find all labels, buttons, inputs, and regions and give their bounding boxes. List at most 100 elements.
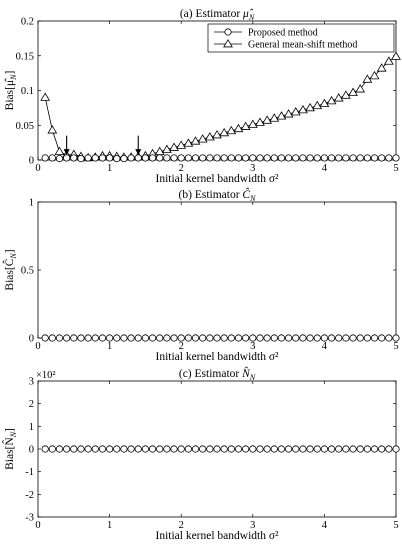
data-point-triangle bbox=[269, 113, 280, 122]
title-subscript: N bbox=[249, 194, 256, 203]
x-tick-label: 2 bbox=[179, 341, 184, 352]
x-tick-label: 1 bbox=[107, 520, 112, 531]
data-point-circle bbox=[184, 334, 192, 342]
data-point-triangle bbox=[319, 98, 330, 108]
data-point-triangle bbox=[47, 125, 58, 134]
data-point-circle bbox=[84, 445, 92, 453]
data-point-circle bbox=[98, 334, 107, 342]
data-point-circle bbox=[63, 334, 71, 342]
data-point-circle bbox=[234, 154, 243, 162]
data-point-triangle bbox=[212, 129, 222, 139]
data-point-circle bbox=[41, 445, 49, 453]
data-point-triangle bbox=[240, 121, 251, 130]
y-label-close: ] bbox=[4, 71, 16, 75]
data-point-triangle bbox=[391, 51, 401, 60]
data-point-circle bbox=[292, 445, 300, 453]
data-point-circle bbox=[156, 154, 164, 162]
data-point-circle bbox=[242, 154, 250, 162]
data-point-circle bbox=[113, 334, 121, 342]
panel-title: (b) Estimator ĈN bbox=[179, 187, 257, 203]
x-tick-label: 4 bbox=[322, 163, 328, 174]
data-point-triangle bbox=[383, 56, 394, 65]
data-point-circle bbox=[170, 334, 178, 342]
data-point-circle bbox=[378, 445, 386, 453]
data-point-circle bbox=[284, 445, 293, 453]
y-tick-label: -3 bbox=[25, 513, 34, 524]
data-point-triangle bbox=[233, 123, 244, 133]
y-scale-label: ×10² bbox=[36, 370, 56, 381]
data-point-triangle bbox=[204, 132, 215, 141]
data-point-circle bbox=[91, 445, 99, 453]
data-point-circle bbox=[342, 154, 350, 162]
data-point-triangle bbox=[355, 84, 366, 93]
data-point-triangle bbox=[276, 111, 287, 120]
data-point-triangle bbox=[369, 70, 380, 80]
y-tick-label: 0.2 bbox=[21, 17, 34, 28]
data-point-circle bbox=[363, 334, 371, 342]
x-axis-label: Initial kernel bandwidth σ² bbox=[155, 351, 279, 363]
y-label-close: ] bbox=[4, 428, 16, 432]
data-point-circle bbox=[342, 445, 350, 453]
y-tick-label: 1 bbox=[29, 422, 34, 433]
data-point-circle bbox=[199, 334, 207, 342]
y-label-close: ] bbox=[4, 249, 16, 253]
data-point-circle bbox=[63, 154, 71, 162]
data-point-triangle bbox=[247, 119, 258, 128]
data-point-triangle bbox=[362, 74, 373, 83]
data-point-circle bbox=[327, 334, 336, 342]
data-point-circle bbox=[106, 154, 114, 162]
y-tick-label: -1 bbox=[25, 467, 34, 478]
data-point-circle bbox=[270, 334, 278, 342]
data-point-circle bbox=[77, 155, 85, 163]
data-point-circle bbox=[306, 445, 314, 453]
y-axis-label: Bias[ĈN] bbox=[2, 249, 18, 290]
data-point-circle bbox=[385, 154, 393, 162]
x-tick-label: 3 bbox=[250, 163, 255, 174]
data-point-triangle bbox=[340, 90, 351, 99]
data-point-circle bbox=[98, 445, 107, 453]
data-point-triangle bbox=[176, 140, 187, 149]
data-point-circle bbox=[227, 154, 235, 162]
data-point-circle bbox=[134, 154, 142, 162]
data-point-circle bbox=[55, 155, 64, 163]
data-point-circle bbox=[55, 334, 64, 342]
data-point-circle bbox=[342, 334, 350, 342]
data-point-circle bbox=[306, 334, 314, 342]
data-point-circle bbox=[148, 334, 157, 342]
x-tick-label: 1 bbox=[107, 341, 112, 352]
panel-title: (a) Estimator μ̂N bbox=[180, 8, 255, 22]
data-point-circle bbox=[120, 155, 128, 163]
data-point-circle bbox=[313, 154, 321, 162]
data-point-circle bbox=[148, 154, 157, 162]
data-point-circle bbox=[299, 445, 307, 453]
data-point-circle bbox=[292, 334, 300, 342]
data-point-circle bbox=[263, 154, 271, 162]
data-point-triangle bbox=[54, 146, 65, 155]
data-point-circle bbox=[299, 154, 307, 162]
data-point-circle bbox=[356, 154, 364, 162]
y-tick-label: 0.1 bbox=[21, 86, 34, 97]
x-tick-label: 3 bbox=[250, 520, 255, 531]
data-point-triangle bbox=[226, 125, 237, 135]
y-label-main: Bias[Ĉ bbox=[2, 258, 16, 290]
data-point-circle bbox=[356, 334, 364, 342]
y-tick-label: 0 bbox=[29, 156, 34, 167]
data-point-circle bbox=[220, 154, 228, 162]
data-point-circle bbox=[327, 445, 336, 453]
legend-box bbox=[207, 23, 395, 53]
title-symbol: N̂ bbox=[241, 366, 251, 380]
data-point-circle bbox=[191, 154, 200, 162]
data-point-circle bbox=[199, 445, 207, 453]
y-axis-label: Bias[μ̂N] bbox=[4, 71, 18, 111]
data-point-circle bbox=[177, 445, 185, 453]
data-point-triangle bbox=[298, 104, 308, 114]
data-point-circle bbox=[191, 445, 200, 453]
data-point-circle bbox=[199, 154, 207, 162]
data-point-circle bbox=[206, 445, 214, 453]
data-point-circle bbox=[385, 445, 393, 453]
x-tick-label: 2 bbox=[179, 163, 184, 174]
data-point-circle bbox=[106, 445, 114, 453]
data-point-circle bbox=[392, 445, 400, 453]
